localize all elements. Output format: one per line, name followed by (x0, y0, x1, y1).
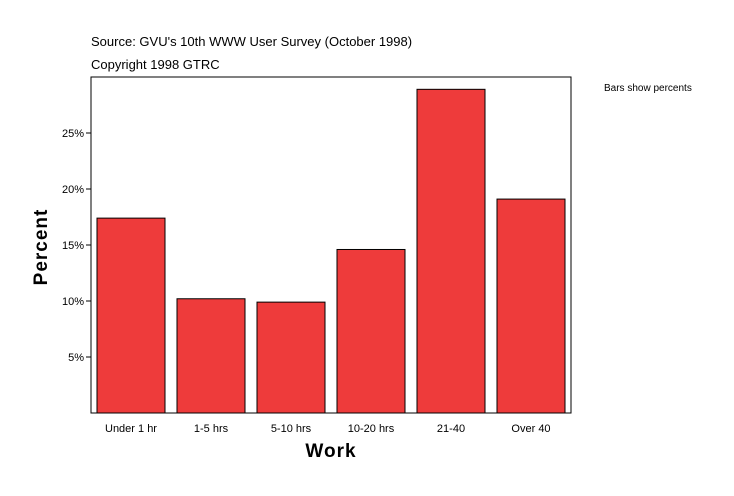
bars (96, 88, 566, 414)
y-axis-title: Percent (31, 209, 52, 286)
plot-frame (90, 76, 572, 414)
y-tick-label: 25% (62, 128, 84, 140)
x-axis-title: Work (305, 441, 356, 462)
x-tick-label: Over 40 (511, 423, 550, 435)
chart-source: Source: GVU's 10th WWW User Survey (Octo… (91, 34, 412, 49)
chart-note: Bars show percents (604, 83, 692, 94)
bar (96, 217, 166, 414)
bar (176, 298, 246, 414)
x-tick-label: 21-40 (437, 423, 465, 435)
x-tick-label: 5-10 hrs (271, 423, 312, 435)
x-tick-label: 1-5 hrs (194, 423, 229, 435)
bar (336, 248, 406, 414)
chart-copyright: Copyright 1998 GTRC (91, 57, 220, 72)
y-tick-label: 20% (62, 184, 84, 196)
y-tick-label: 10% (62, 296, 84, 308)
bar (496, 198, 566, 414)
bar (416, 88, 486, 414)
x-tick-label: Under 1 hr (105, 423, 157, 435)
x-tick-label: 10-20 hrs (348, 423, 395, 435)
x-axis: Under 1 hr 1-5 hrs 5-10 hrs 10-20 hrs 21-40 O… (105, 423, 551, 435)
y-tick-label: 15% (62, 240, 84, 252)
bar (256, 301, 326, 414)
y-axis: 5% 10% 15% 20% 25% (62, 128, 91, 364)
y-tick-label: 5% (68, 352, 84, 364)
